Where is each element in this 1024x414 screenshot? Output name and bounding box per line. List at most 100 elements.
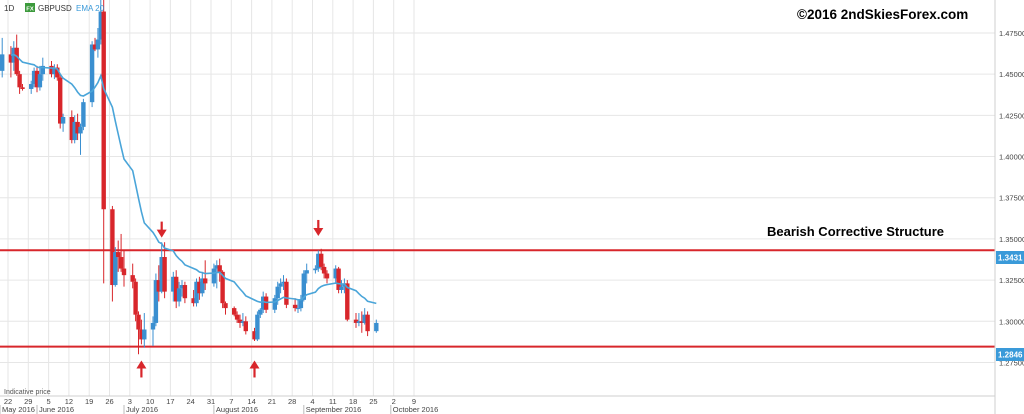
candle-body <box>333 268 338 279</box>
candle-body <box>101 11 106 210</box>
candle-body <box>359 321 364 323</box>
candle-body <box>339 286 344 290</box>
x-tick-label: 21 <box>268 397 276 406</box>
candle-body <box>197 281 202 294</box>
x-tick-label: 29 <box>24 397 32 406</box>
candle-body <box>130 275 135 282</box>
candle-body <box>75 121 80 134</box>
candle-body <box>171 276 176 292</box>
chart-header: 1D FX GBPUSD EMA 20 <box>4 3 105 13</box>
candle-body <box>179 285 185 289</box>
candle-body <box>29 84 34 89</box>
candle-body <box>324 273 330 279</box>
candle-body <box>200 278 205 294</box>
candle-body <box>31 70 37 85</box>
candle-body <box>272 298 277 310</box>
candle-body <box>232 308 237 315</box>
candle-body <box>365 314 370 332</box>
arrow-up-icon <box>136 360 147 369</box>
candle-body <box>191 298 196 304</box>
candle-body <box>237 319 243 323</box>
y-tick-label: 1.35000 <box>999 235 1024 244</box>
candle-body <box>284 281 289 305</box>
candle-body <box>121 268 127 276</box>
arrow-down-icon <box>313 227 324 236</box>
candle-body <box>136 314 141 330</box>
y-tick-label: 1.47500 <box>999 29 1024 38</box>
x-tick-label: 2 <box>392 397 396 406</box>
candle-body <box>194 281 199 304</box>
candle-body <box>162 257 167 292</box>
candle-body <box>321 266 327 274</box>
x-tick-label: 3 <box>128 397 132 406</box>
y-tick-label: 1.40000 <box>999 153 1024 162</box>
candle-body <box>116 252 121 258</box>
candle-body <box>72 121 77 141</box>
candle-body <box>220 271 225 304</box>
annotation-text: Bearish Corrective Structure <box>767 224 944 239</box>
candle-body <box>81 102 86 127</box>
candle-body <box>356 321 362 323</box>
candle-body <box>0 54 5 71</box>
x-tick-label: 28 <box>288 397 296 406</box>
candle-body <box>362 314 367 323</box>
y-tick-label: 1.30000 <box>999 317 1024 326</box>
candle-body <box>69 116 74 141</box>
arrow-up-icon <box>249 360 260 369</box>
price-tag-upper-bg <box>996 251 1024 264</box>
candle-body <box>295 308 301 310</box>
candle-body <box>20 87 25 89</box>
horizontal-level-layer <box>0 249 995 348</box>
x-tick-label: 11 <box>329 397 337 406</box>
candle-body <box>255 314 260 340</box>
grid-layer <box>0 0 995 396</box>
y-tick-label: 1.45000 <box>999 70 1024 79</box>
candle-body <box>319 253 324 267</box>
candle-body <box>8 54 14 63</box>
candle-body <box>150 322 156 330</box>
indicative-price-label: Indicative price <box>4 389 51 396</box>
indicator-label[interactable]: EMA 20 <box>76 4 105 13</box>
candle-body <box>110 209 115 286</box>
y-tick-label: 1.42500 <box>999 111 1024 120</box>
arrow-layer <box>136 219 324 378</box>
candle-body <box>89 44 95 103</box>
candle-body <box>275 286 280 299</box>
timeframe-label[interactable]: 1D <box>4 4 14 13</box>
candle-body <box>217 265 222 272</box>
candle-body <box>203 278 208 284</box>
candle-body <box>313 268 318 271</box>
y-tick-label: 1.32500 <box>999 276 1024 285</box>
candle-body <box>223 303 228 309</box>
price-tag-upper: 1.3431 <box>998 254 1023 263</box>
candle-body <box>98 11 103 40</box>
candle-body <box>92 44 98 50</box>
candle-body <box>214 265 219 269</box>
x-tick-label: 22 <box>4 397 12 406</box>
month-label: September 2016 <box>306 405 361 414</box>
candle-body <box>55 67 60 78</box>
symbol-label[interactable]: GBPUSD <box>38 4 72 13</box>
candle-body <box>261 296 266 310</box>
x-tick-label: 7 <box>229 397 233 406</box>
candle-body <box>353 319 359 323</box>
candle-body <box>113 252 118 286</box>
candle-body <box>49 65 54 75</box>
candle-body <box>258 309 263 315</box>
month-label: October 2016 <box>393 405 438 414</box>
candle-body <box>142 329 147 340</box>
ema-line <box>10 53 377 305</box>
candle-body <box>304 270 309 274</box>
candle-body <box>240 321 246 323</box>
candle-body <box>58 77 63 124</box>
candle-body <box>234 314 240 320</box>
price-tag-layer: 1.3431 1.2846 <box>996 251 1024 361</box>
x-tick-label: 14 <box>247 397 255 406</box>
x-tick-label: 26 <box>105 397 113 406</box>
candle-body <box>159 257 164 292</box>
candle-body <box>211 268 217 284</box>
symbol-badge-icon <box>25 3 35 12</box>
candle-body <box>133 281 138 315</box>
